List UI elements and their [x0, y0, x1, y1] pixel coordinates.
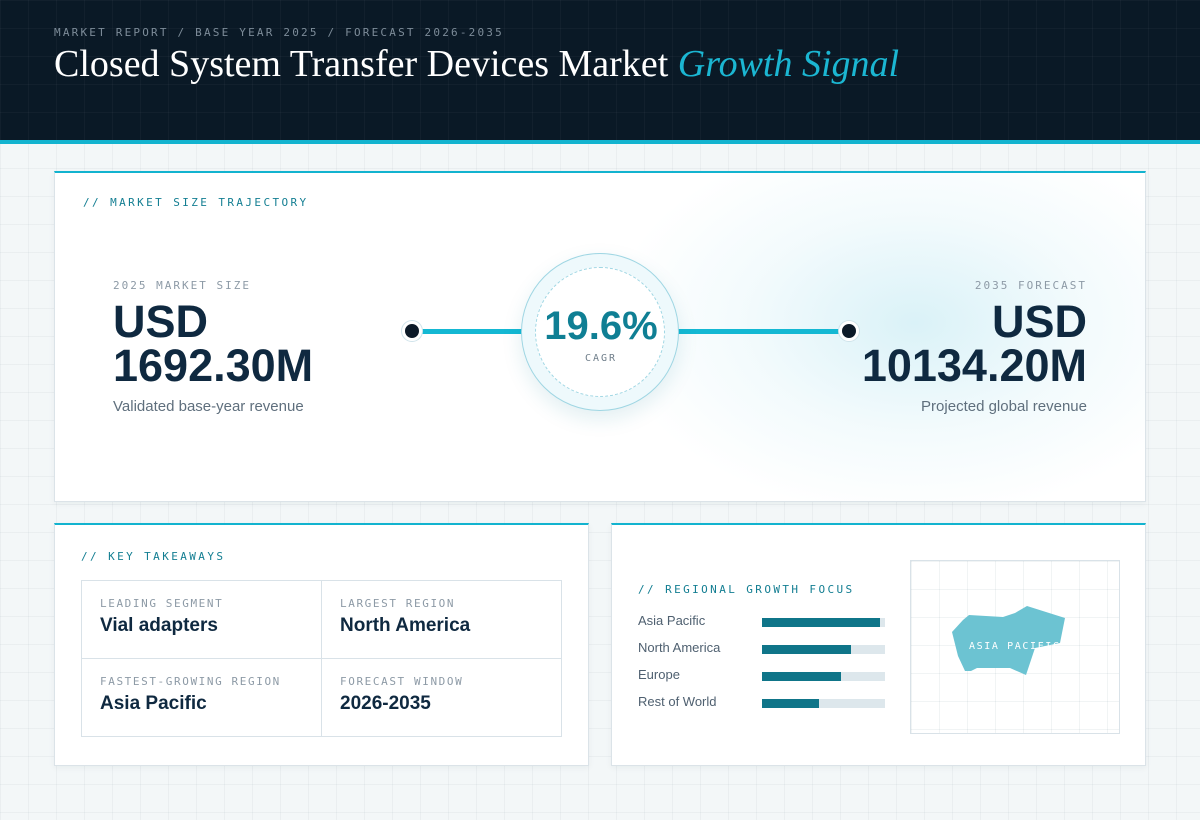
market-size-trajectory-card: // MARKET SIZE TRAJECTORY 2025 MARKET SI…: [54, 171, 1146, 502]
report-header: MARKET REPORT / BASE YEAR 2025 / FORECAS…: [0, 0, 1200, 144]
takeaway-largest-region: LARGEST REGION North America: [322, 581, 562, 659]
base-year-caption: Validated base-year revenue: [113, 398, 304, 415]
takeaways-section-label: // KEY TAKEAWAYS: [81, 550, 226, 563]
takeaway-value: North America: [340, 615, 471, 636]
map-region-label: ASIA PACIFIC: [969, 641, 1061, 652]
report-eyebrow: MARKET REPORT / BASE YEAR 2025 / FORECAS…: [54, 26, 504, 39]
takeaway-value: Vial adapters: [100, 615, 218, 636]
page-title: Closed System Transfer Devices Market Gr…: [54, 42, 899, 86]
takeaway-value: 2026-2035: [340, 693, 431, 714]
cagr-ring: 19.6% CAGR: [521, 253, 679, 411]
takeaway-leading-segment: LEADING SEGMENT Vial adapters: [82, 581, 322, 659]
region-row-asia-pacific: Asia Pacific: [638, 613, 898, 628]
forecast-value: 10134.20M: [861, 340, 1087, 391]
takeaway-forecast-window: FORECAST WINDOW 2026-2035: [322, 659, 562, 737]
region-name: North America: [638, 640, 721, 655]
trajectory-line-left: [421, 329, 527, 334]
region-name: Asia Pacific: [638, 613, 706, 628]
takeaway-fastest-growing-region: FASTEST-GROWING REGION Asia Pacific: [82, 659, 322, 737]
region-bar-track: [762, 645, 885, 654]
takeaway-value: Asia Pacific: [100, 693, 207, 714]
end-node: [839, 321, 859, 341]
takeaways-grid: LEADING SEGMENT Vial adapters LARGEST RE…: [81, 580, 562, 737]
region-map: ASIA PACIFIC: [910, 560, 1120, 734]
forecast-currency: USD: [991, 296, 1087, 347]
title-main: Closed System Transfer Devices Market: [54, 43, 669, 85]
title-accent: Growth Signal: [677, 43, 900, 85]
base-year-currency: USD: [113, 296, 209, 347]
cagr-value: 19.6%: [544, 304, 658, 348]
region-bar-track: [762, 672, 885, 681]
region-bar-fill: [762, 618, 881, 627]
regional-section-label: // REGIONAL GROWTH FOCUS: [638, 583, 855, 596]
key-takeaways-card: // KEY TAKEAWAYS LEADING SEGMENT Vial ad…: [54, 523, 589, 766]
cagr-label: CAGR: [584, 353, 618, 364]
takeaway-label: FORECAST WINDOW: [340, 675, 464, 688]
trajectory-line-right: [661, 329, 849, 334]
region-bar-fill: [762, 645, 851, 654]
takeaway-label: LARGEST REGION: [340, 597, 456, 610]
takeaway-label: LEADING SEGMENT: [100, 597, 224, 610]
region-bar-track: [762, 618, 885, 627]
regional-growth-card: // REGIONAL GROWTH FOCUS Asia Pacific No…: [611, 523, 1146, 766]
region-row-north-america: North America: [638, 640, 898, 655]
region-name: Europe: [638, 667, 680, 682]
region-name: Rest of World: [638, 694, 717, 709]
forecast-label: 2035 FORECAST: [974, 279, 1087, 292]
cagr-inner-circle: 19.6% CAGR: [535, 267, 665, 397]
region-row-europe: Europe: [638, 667, 898, 682]
trajectory-section-label: // MARKET SIZE TRAJECTORY: [83, 196, 309, 209]
asia-pacific-map-shape: [952, 606, 1065, 675]
takeaway-label: FASTEST-GROWING REGION: [100, 675, 281, 688]
region-bar-fill: [762, 672, 841, 681]
region-row-rest-of-world: Rest of World: [638, 694, 898, 709]
region-bar-track: [762, 699, 885, 708]
base-year-value: 1692.30M: [113, 340, 314, 391]
forecast-caption: Projected global revenue: [921, 398, 1087, 415]
start-node: [402, 321, 422, 341]
region-bar-fill: [762, 699, 819, 708]
base-year-label: 2025 MARKET SIZE: [113, 279, 251, 292]
